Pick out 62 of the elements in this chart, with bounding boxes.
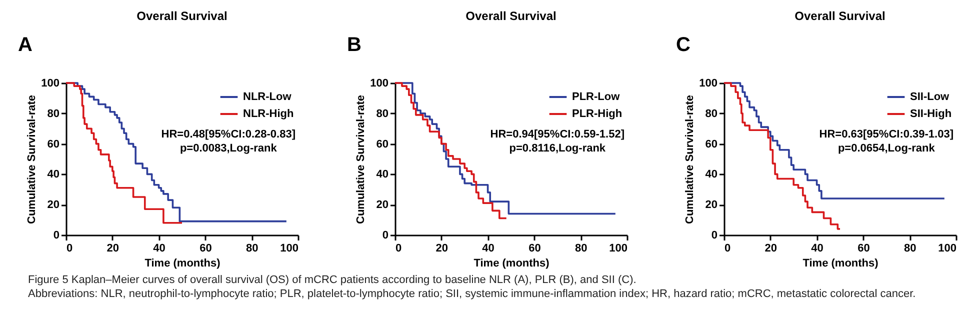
x-tick-label: 100 <box>280 242 298 254</box>
y-tick-label: 100 <box>370 78 388 90</box>
x-tick-label: 60 <box>528 242 541 254</box>
y-tick-label: 0 <box>53 230 60 242</box>
legend-label: PLR-Low <box>572 91 620 103</box>
annotation: p=0.0083,Log-rank <box>180 142 278 154</box>
chart-title: Overall Survival <box>794 9 886 23</box>
x-tick-label: 0 <box>66 242 73 254</box>
y-tick-label: 20 <box>705 199 718 212</box>
y-tick-label: 60 <box>705 138 718 150</box>
x-tick-label: 80 <box>246 242 258 254</box>
y-axis-title: Cumulative Survival-rate <box>355 95 368 224</box>
chart-title: Overall Survival <box>136 9 228 23</box>
x-tick-label: 60 <box>858 242 870 254</box>
y-tick-label: 80 <box>376 108 388 120</box>
caption: Figure 5 Kaplan–Meier curves of overall survival (OS) of mCRC patients according to baseline NLR (A), PLR (B), and SII (C). <box>28 273 638 287</box>
legend-label: NLR-Low <box>243 91 292 103</box>
y-tick-label: 100 <box>41 78 60 90</box>
y-tick-label: 0 <box>711 230 718 242</box>
x-tick-label: 40 <box>153 242 166 254</box>
y-tick-label: 40 <box>376 168 388 181</box>
annotation: HR=0.63[95%CI:0.39-1.03] <box>819 128 954 141</box>
y-tick-label: 20 <box>376 199 388 212</box>
y-tick-label: 60 <box>376 138 388 150</box>
text: Abbreviations: NLR, neutrophil-to-lymphocyte ratio; PLR, platelet-to-lymphocyte ratio; SII, systemic immune-inflammation index; HR, hazard ratio; mCRC, metastatic colorectal cancer. <box>28 287 917 301</box>
x-tick-label: 100 <box>938 242 956 254</box>
x-axis-title: Time (months) <box>474 258 550 270</box>
x-tick-label: 0 <box>396 242 402 254</box>
x-tick-label: 40 <box>482 242 494 254</box>
y-tick-label: 40 <box>47 168 60 181</box>
x-tick-label: 0 <box>724 242 731 254</box>
x-axis-title: Time (months) <box>144 258 221 270</box>
x-tick-label: 20 <box>764 242 778 254</box>
legend-label: SII-High <box>910 108 952 120</box>
y-tick-label: 80 <box>705 108 718 120</box>
x-tick-label: 20 <box>106 242 120 254</box>
annotation: HR=0.48[95%CI:0.28-0.83] <box>161 128 296 141</box>
x-tick-label: 80 <box>574 242 588 254</box>
text: B <box>347 34 362 56</box>
x-tick-label: 100 <box>609 242 628 254</box>
chart-title: Overall Survival <box>466 9 556 23</box>
y-axis-title: Cumulative Survival-rate <box>26 95 38 224</box>
annotation: HR=0.94[95%CI:0.59-1.52] <box>490 128 625 141</box>
y-tick-label: 20 <box>47 199 60 212</box>
x-tick-label: 40 <box>811 242 824 254</box>
y-tick-label: 40 <box>705 168 718 181</box>
y-tick-label: 60 <box>47 138 60 150</box>
annotation: p=0.0654,Log-rank <box>838 142 936 154</box>
text: A <box>18 34 32 56</box>
x-tick-label: 60 <box>200 242 212 254</box>
legend-label: NLR-High <box>243 108 294 120</box>
x-axis-title: Time (months) <box>802 258 879 270</box>
annotation: p=0.8116,Log-rank <box>509 142 606 154</box>
y-tick-label: 80 <box>47 108 60 120</box>
text: C <box>676 34 690 56</box>
y-tick-label: 0 <box>382 230 388 242</box>
legend-label: SII-Low <box>910 91 950 103</box>
y-axis-title: Cumulative Survival-rate <box>684 95 696 224</box>
y-tick-label: 100 <box>699 78 718 90</box>
x-tick-label: 20 <box>436 242 448 254</box>
legend-label: PLR-High <box>572 108 622 120</box>
x-tick-label: 80 <box>904 242 916 254</box>
